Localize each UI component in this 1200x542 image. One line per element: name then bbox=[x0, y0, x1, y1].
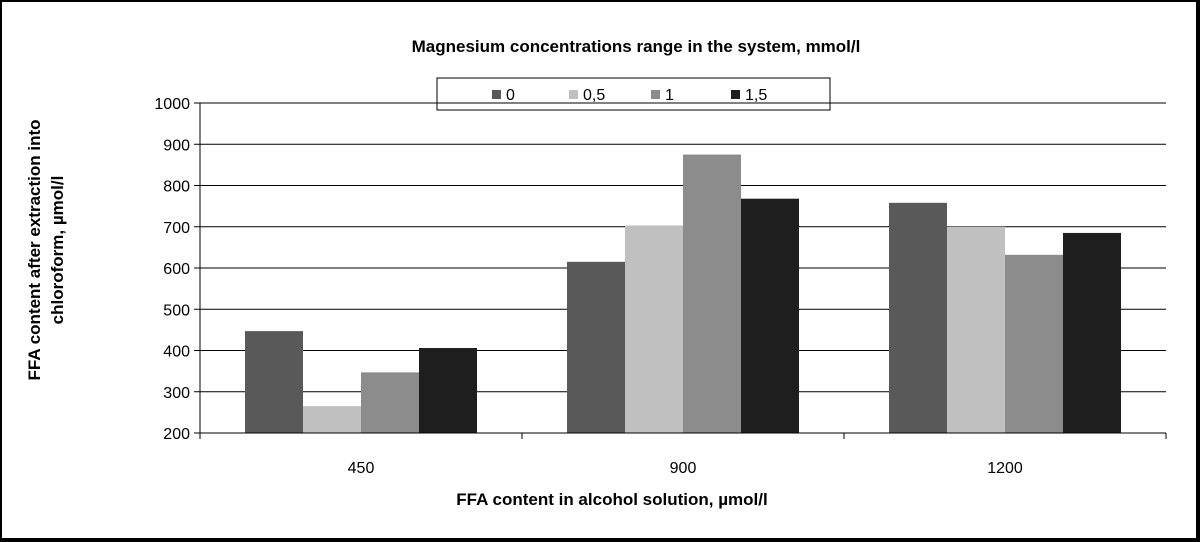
bar bbox=[1063, 232, 1121, 433]
bar bbox=[625, 225, 683, 433]
legend-label: 1 bbox=[665, 87, 674, 104]
chart-title: Magnesium concentrations range in the sy… bbox=[412, 37, 861, 56]
x-axis-title: FFA content in alcohol solution, µmol/l bbox=[456, 490, 767, 509]
legend-label: 0,5 bbox=[583, 87, 605, 104]
bar bbox=[889, 202, 947, 433]
x-tick-label: 450 bbox=[348, 460, 375, 477]
x-tick-label: 900 bbox=[670, 460, 697, 477]
y-tick-label: 1000 bbox=[154, 96, 190, 113]
bar bbox=[947, 226, 1005, 433]
legend-swatch bbox=[731, 90, 740, 99]
y-axis-title-line2: chloroform, µmol/l bbox=[48, 176, 67, 325]
y-tick-labels: 200 300 400 500 600 700 800 900 1000 bbox=[154, 96, 190, 443]
legend-swatch bbox=[492, 90, 501, 99]
axes bbox=[199, 103, 1167, 439]
y-tick-label: 200 bbox=[163, 426, 190, 443]
bar bbox=[303, 406, 361, 433]
bar bbox=[567, 261, 625, 433]
bars bbox=[245, 154, 1121, 433]
y-tick-label: 400 bbox=[163, 344, 190, 361]
bar bbox=[741, 198, 799, 433]
x-tick-labels: 450 900 1200 bbox=[348, 460, 1023, 477]
y-tick-label: 800 bbox=[163, 179, 190, 196]
y-tick-label: 900 bbox=[163, 137, 190, 154]
y-tick-label: 700 bbox=[163, 220, 190, 237]
bar bbox=[361, 372, 419, 433]
y-tick-label: 500 bbox=[163, 302, 190, 319]
bar bbox=[419, 348, 477, 433]
bar bbox=[245, 331, 303, 433]
legend-box bbox=[436, 77, 831, 111]
legend: 0 0,5 1 1,5 bbox=[492, 87, 767, 104]
legend-swatch bbox=[651, 90, 660, 99]
y-tick-label: 600 bbox=[163, 261, 190, 278]
x-tick-label: 1200 bbox=[987, 460, 1023, 477]
bar bbox=[683, 154, 741, 433]
legend-label: 1,5 bbox=[745, 87, 767, 104]
legend-label: 0 bbox=[506, 87, 515, 104]
bar bbox=[1005, 254, 1063, 433]
y-tick-label: 300 bbox=[163, 385, 190, 402]
y-axis-title-line1: FFA content after extraction into bbox=[25, 119, 44, 380]
legend-swatch bbox=[569, 90, 578, 99]
